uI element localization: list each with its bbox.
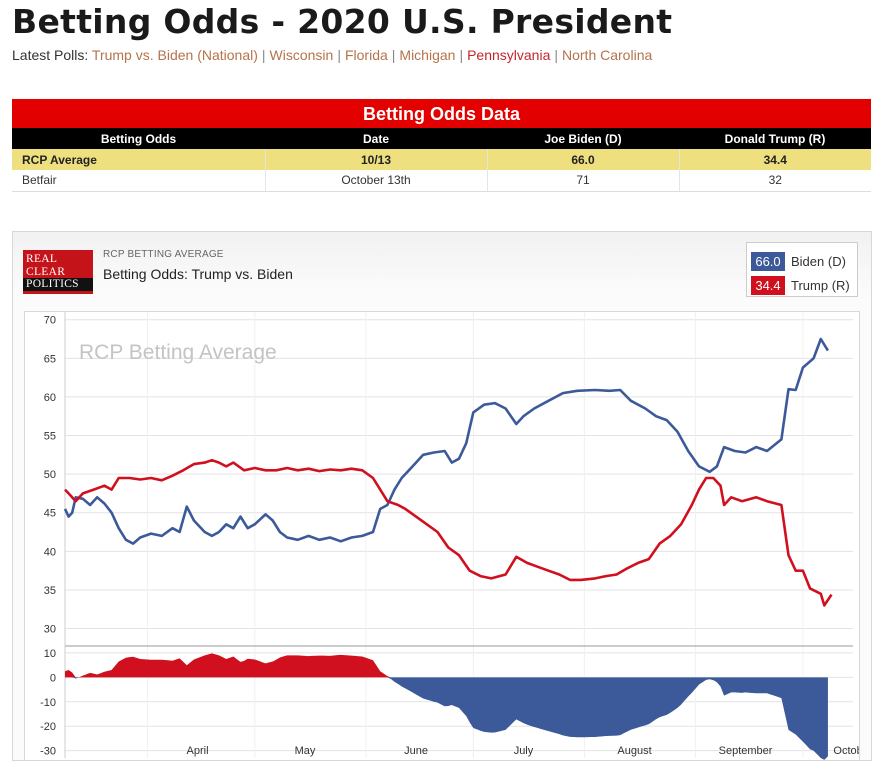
y-tick-label: 70 — [44, 315, 56, 327]
plus-icon: + — [841, 3, 861, 28]
x-tick-label: June — [404, 745, 428, 757]
x-tick-label: July — [514, 745, 534, 757]
spread-area-biden — [65, 677, 828, 760]
poll-link-florida[interactable]: Florida — [344, 47, 388, 63]
chart-kicker: RCP BETTING AVERAGE — [103, 249, 224, 260]
poll-link-michigan[interactable]: Michigan — [399, 47, 456, 63]
facebook-icon: f — [811, 6, 819, 26]
rcp-logo: REAL CLEAR POLITICS — [23, 250, 93, 294]
table-caption: Betting Odds Data — [12, 99, 871, 128]
column-header-date: Date — [265, 128, 487, 149]
x-tick-label: May — [295, 745, 316, 757]
legend-item-trump[interactable]: 34.4 Trump (R) — [751, 273, 857, 297]
poll-link-national[interactable]: Trump vs. Biden (National) — [91, 47, 258, 63]
column-header-biden: Joe Biden (D) — [487, 128, 679, 149]
latest-polls-bar: Latest Polls: Trump vs. Biden (National)… — [12, 47, 652, 63]
y-tick-label: 35 — [44, 585, 56, 597]
series-line-trump — [64, 458, 833, 607]
betting-odds-table: Betting Odds Data Betting Odds Date Joe … — [12, 99, 871, 192]
table-cell: RCP Average — [12, 149, 266, 170]
divider: | — [459, 47, 464, 63]
spread-area-trump — [65, 653, 828, 678]
divider: | — [337, 47, 341, 63]
y-tick-label: 45 — [44, 508, 56, 520]
legend-label-biden: Biden (D) — [791, 253, 846, 269]
legend-item-biden[interactable]: 66.0 Biden (D) — [751, 249, 857, 273]
poll-link-pennsylvania[interactable]: Pennsylvania — [467, 47, 551, 63]
chart-title: Betting Odds: Trump vs. Biden — [103, 266, 293, 282]
plot-area[interactable]: RCP Betting Average 30 35 40 45 50 55 60 65 70 -3… — [24, 311, 873, 761]
betting-odds-chart[interactable]: RCP Betting Average 30 35 40 45 50 55 60 65 70 -3… — [25, 312, 873, 760]
spread-tick-label: 0 — [50, 672, 56, 684]
column-header-betting-odds: Betting Odds — [12, 128, 265, 149]
chart-legend: 66.0 Biden (D) 34.4 Trump (R) — [746, 242, 858, 297]
poll-link-wisconsin[interactable]: Wisconsin — [269, 47, 334, 63]
table-cell: 71 — [487, 170, 680, 192]
latest-polls-label: Latest Polls: — [12, 47, 89, 63]
spread-tick-label: -20 — [40, 721, 56, 733]
logo-line: CLEAR — [26, 265, 66, 278]
chart-watermark: RCP Betting Average — [79, 341, 277, 364]
logo-line: POLITICS — [23, 278, 93, 291]
table-cell: 10/13 — [265, 149, 488, 170]
y-tick-label: 40 — [44, 546, 56, 558]
y-tick-label: 65 — [44, 353, 56, 365]
facebook-share-button[interactable]: f — [800, 1, 830, 31]
table-row-rcp-average: RCP Average 10/13 66.0 34.4 — [12, 149, 871, 170]
logo-line: REAL — [26, 253, 58, 265]
x-tick-label: April — [187, 745, 209, 757]
poll-link-north-carolina[interactable]: North Carolina — [562, 47, 653, 63]
more-share-button[interactable]: + — [836, 1, 866, 31]
y-tick-label: 55 — [44, 431, 56, 443]
x-tick-label: September — [719, 745, 773, 757]
x-tick-label: October — [833, 745, 859, 757]
divider: | — [391, 47, 396, 63]
legend-value-trump: 34.4 — [751, 275, 785, 295]
y-tick-label: 60 — [44, 392, 56, 404]
legend-value-biden: 66.0 — [751, 251, 785, 271]
x-tick-label: August — [617, 745, 651, 757]
series-line-biden — [63, 337, 830, 545]
twitter-icon — [771, 9, 787, 23]
twitter-share-button[interactable] — [764, 1, 794, 31]
chart-panel: REAL CLEAR POLITICS RCP BETTING AVERAGE … — [12, 231, 873, 761]
table-row-betfair: Betfair October 13th 71 32 — [12, 170, 871, 192]
divider: | — [261, 47, 266, 63]
y-tick-label: 30 — [44, 624, 56, 636]
divider: | — [554, 47, 558, 63]
table-cell: 34.4 — [679, 149, 871, 170]
table-cell: 32 — [679, 170, 871, 192]
page-title: Betting Odds - 2020 U.S. President — [12, 2, 673, 41]
spread-tick-label: -30 — [40, 746, 56, 758]
table-cell: 66.0 — [487, 149, 680, 170]
table-cell: October 13th — [265, 170, 488, 192]
spread-tick-label: 10 — [44, 648, 56, 660]
table-cell: Betfair — [12, 170, 266, 192]
legend-label-trump: Trump (R) — [791, 277, 850, 293]
column-header-trump: Donald Trump (R) — [679, 128, 871, 149]
y-tick-label: 50 — [44, 469, 56, 481]
spread-tick-label: -10 — [40, 697, 56, 709]
